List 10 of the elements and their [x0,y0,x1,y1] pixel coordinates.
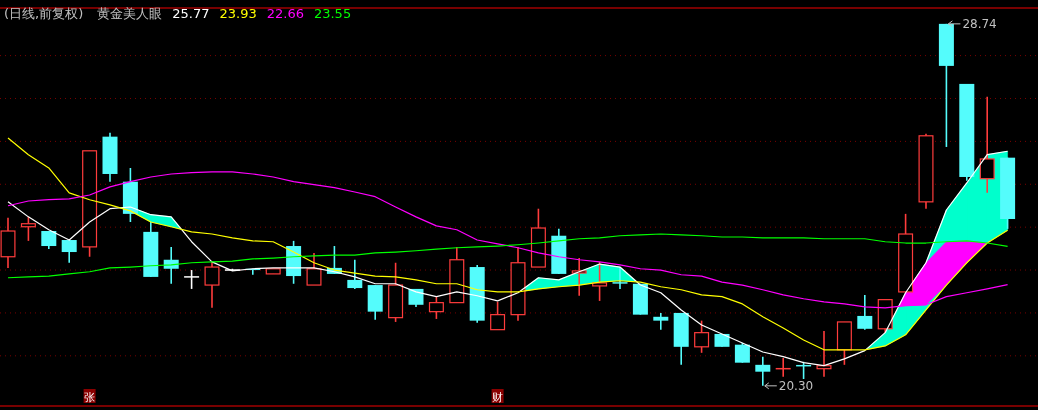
text: 23.93 [219,6,257,21]
text: 23.55 [313,6,352,21]
annotation: 28.74 [962,17,997,32]
legend-title: 黄金美人眼 [97,6,163,21]
annotation: 20.30 [778,379,814,394]
chart-title: (日线,前复权) [4,6,84,21]
text: 22.66 [266,6,304,21]
x-tick-label: 财 [492,390,504,404]
x-tick-label: 张 [84,390,96,404]
text: 25.77 [172,6,210,21]
